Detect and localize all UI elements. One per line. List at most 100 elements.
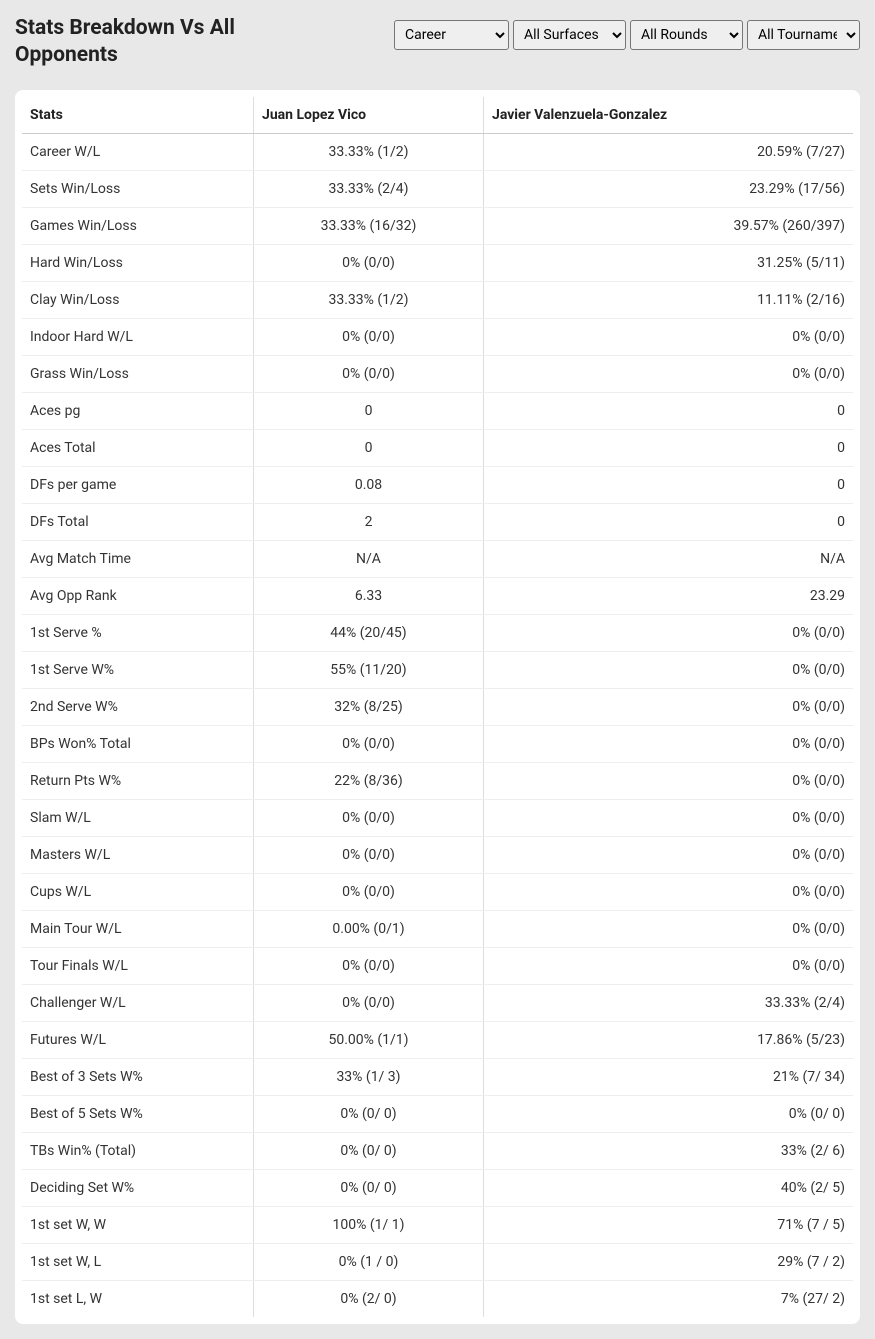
table-row: 1st set W, W100% (1/ 1)71% (7 / 5) — [22, 1206, 854, 1243]
table-row: Deciding Set W%0% (0/ 0)40% (2/ 5) — [22, 1169, 854, 1206]
table-row: 1st Serve %44% (20/45)0% (0/0) — [22, 614, 854, 651]
stat-player2: 0% (0/0) — [484, 318, 854, 355]
stat-label: 1st set L, W — [22, 1280, 254, 1317]
stat-player1: 44% (20/45) — [254, 614, 484, 651]
stat-player1: 0% (0/0) — [254, 984, 484, 1021]
stat-label: Best of 3 Sets W% — [22, 1058, 254, 1095]
stat-label: 1st Serve % — [22, 614, 254, 651]
stat-label: Tour Finals W/L — [22, 947, 254, 984]
stat-player1: 50.00% (1/1) — [254, 1021, 484, 1058]
stat-player1: 0% (1 / 0) — [254, 1243, 484, 1280]
table-row: Return Pts W%22% (8/36)0% (0/0) — [22, 762, 854, 799]
table-row: 1st Serve W%55% (11/20)0% (0/0) — [22, 651, 854, 688]
stat-label: Career W/L — [22, 133, 254, 170]
header-player2: Javier Valenzuela-Gonzalez — [484, 96, 854, 133]
stat-player1: 0.00% (0/1) — [254, 910, 484, 947]
table-row: Main Tour W/L0.00% (0/1)0% (0/0) — [22, 910, 854, 947]
table-row: Avg Opp Rank6.3323.29 — [22, 577, 854, 614]
stat-label: BPs Won% Total — [22, 725, 254, 762]
table-row: 2nd Serve W%32% (8/25)0% (0/0) — [22, 688, 854, 725]
filter-timeframe[interactable]: Career — [394, 20, 509, 50]
stat-player2: 0% (0/0) — [484, 614, 854, 651]
stat-player1: 33.33% (2/4) — [254, 170, 484, 207]
stat-player2: 0% (0/0) — [484, 355, 854, 392]
stat-player1: 6.33 — [254, 577, 484, 614]
stats-table-wrapper: Stats Juan Lopez Vico Javier Valenzuela-… — [15, 90, 860, 1324]
stat-player1: 0% (0/0) — [254, 318, 484, 355]
stat-label: TBs Win% (Total) — [22, 1132, 254, 1169]
header-stats: Stats — [22, 96, 254, 133]
stat-player2: 7% (27/ 2) — [484, 1280, 854, 1317]
stat-label: Main Tour W/L — [22, 910, 254, 947]
stat-player2: 17.86% (5/23) — [484, 1021, 854, 1058]
stat-player2: 21% (7/ 34) — [484, 1058, 854, 1095]
table-row: Cups W/L0% (0/0)0% (0/0) — [22, 873, 854, 910]
stat-label: Grass Win/Loss — [22, 355, 254, 392]
stat-label: Indoor Hard W/L — [22, 318, 254, 355]
stat-player1: 0% (0/0) — [254, 799, 484, 836]
header-row: Stats Breakdown Vs All Opponents Career … — [15, 15, 860, 70]
stat-label: Aces pg — [22, 392, 254, 429]
table-header-row: Stats Juan Lopez Vico Javier Valenzuela-… — [22, 96, 854, 133]
stat-player1: 100% (1/ 1) — [254, 1206, 484, 1243]
stat-player1: 0 — [254, 392, 484, 429]
stat-label: Clay Win/Loss — [22, 281, 254, 318]
stat-player1: 0% (0/0) — [254, 836, 484, 873]
stat-label: 1st Serve W% — [22, 651, 254, 688]
table-row: Hard Win/Loss0% (0/0)31.25% (5/11) — [22, 244, 854, 281]
stat-label: Slam W/L — [22, 799, 254, 836]
stat-player2: 0% (0/0) — [484, 836, 854, 873]
table-row: TBs Win% (Total)0% (0/ 0)33% (2/ 6) — [22, 1132, 854, 1169]
stat-label: DFs Total — [22, 503, 254, 540]
stat-label: 2nd Serve W% — [22, 688, 254, 725]
stats-table: Stats Juan Lopez Vico Javier Valenzuela-… — [21, 96, 854, 1318]
filter-tournament[interactable]: All Tournaments — [747, 20, 860, 50]
stat-player2: 23.29% (17/56) — [484, 170, 854, 207]
stat-label: Masters W/L — [22, 836, 254, 873]
table-row: DFs Total20 — [22, 503, 854, 540]
stat-label: Challenger W/L — [22, 984, 254, 1021]
stat-player1: 32% (8/25) — [254, 688, 484, 725]
table-row: Challenger W/L0% (0/0)33.33% (2/4) — [22, 984, 854, 1021]
table-row: Indoor Hard W/L0% (0/0)0% (0/0) — [22, 318, 854, 355]
filter-round[interactable]: All Rounds — [630, 20, 743, 50]
stat-player2: 0% (0/0) — [484, 873, 854, 910]
table-row: Avg Match TimeN/AN/A — [22, 540, 854, 577]
header-player1: Juan Lopez Vico — [254, 96, 484, 133]
stat-player1: 0% (2/ 0) — [254, 1280, 484, 1317]
stat-label: Hard Win/Loss — [22, 244, 254, 281]
stat-player1: 0% (0/0) — [254, 947, 484, 984]
stat-label: Return Pts W% — [22, 762, 254, 799]
stat-player1: 0% (0/ 0) — [254, 1095, 484, 1132]
stat-label: Aces Total — [22, 429, 254, 466]
page-title: Stats Breakdown Vs All Opponents — [15, 15, 315, 70]
stat-player1: 0.08 — [254, 466, 484, 503]
stat-label: Avg Opp Rank — [22, 577, 254, 614]
table-row: Career W/L33.33% (1/2)20.59% (7/27) — [22, 133, 854, 170]
stat-player1: 55% (11/20) — [254, 651, 484, 688]
stat-player1: 0% (0/ 0) — [254, 1169, 484, 1206]
stat-player2: 71% (7 / 5) — [484, 1206, 854, 1243]
stat-player1: 33.33% (1/2) — [254, 281, 484, 318]
stat-player2: 29% (7 / 2) — [484, 1243, 854, 1280]
table-row: Grass Win/Loss0% (0/0)0% (0/0) — [22, 355, 854, 392]
stat-label: Futures W/L — [22, 1021, 254, 1058]
table-row: Masters W/L0% (0/0)0% (0/0) — [22, 836, 854, 873]
stat-player1: 33.33% (1/2) — [254, 133, 484, 170]
stat-player1: N/A — [254, 540, 484, 577]
stat-label: Deciding Set W% — [22, 1169, 254, 1206]
table-row: BPs Won% Total0% (0/0)0% (0/0) — [22, 725, 854, 762]
stat-player1: 0% (0/ 0) — [254, 1132, 484, 1169]
stat-player2: 0 — [484, 466, 854, 503]
stat-label: Games Win/Loss — [22, 207, 254, 244]
stat-player2: 0% (0/0) — [484, 725, 854, 762]
table-row: Tour Finals W/L0% (0/0)0% (0/0) — [22, 947, 854, 984]
table-row: Slam W/L0% (0/0)0% (0/0) — [22, 799, 854, 836]
stat-label: Cups W/L — [22, 873, 254, 910]
stat-player2: 31.25% (5/11) — [484, 244, 854, 281]
stat-player2: 11.11% (2/16) — [484, 281, 854, 318]
stat-label: Best of 5 Sets W% — [22, 1095, 254, 1132]
filter-surface[interactable]: All Surfaces — [513, 20, 626, 50]
table-row: Aces pg00 — [22, 392, 854, 429]
stat-player2: 39.57% (260/397) — [484, 207, 854, 244]
